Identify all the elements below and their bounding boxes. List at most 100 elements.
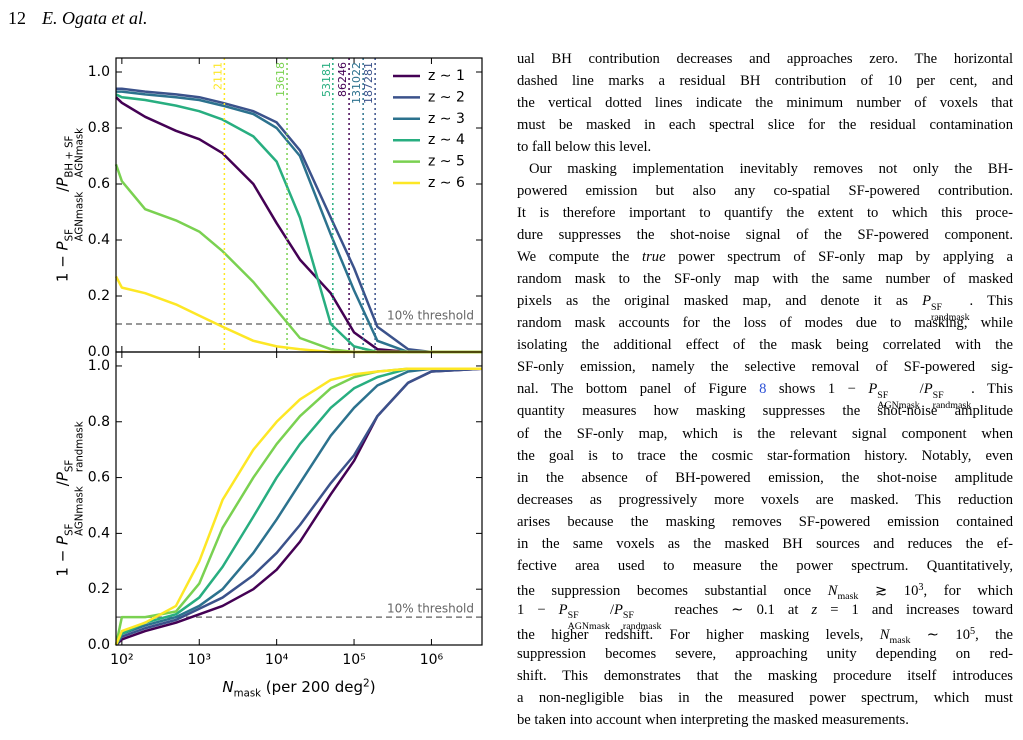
text-run: dashed line marks a residual BH contribu… — [517, 73, 1013, 90]
script-stack: SF AGNmask — [567, 610, 610, 632]
text-line: random mask accounts for the loss of mod… — [517, 313, 1013, 333]
mask-threshold-label: 187281 — [362, 62, 375, 104]
text-run: = 1 and increases toward — [817, 601, 1013, 618]
legend-label: z ∼ 4 — [428, 132, 465, 148]
x-tick-label: 10⁴ — [265, 652, 289, 668]
text-line: ual BH contribution decreases and approa… — [517, 49, 1013, 69]
y-tick-label: 0.4 — [88, 525, 110, 541]
running-head: E. Ogata et al. — [42, 8, 148, 28]
text-run: decreases as progressively more voxels a… — [517, 491, 1013, 508]
text-run: be taken into account when interpreting … — [517, 711, 909, 728]
script-stack: mask — [233, 688, 262, 701]
subscript: AGNmask — [567, 620, 610, 632]
y-tick-label: 0.4 — [88, 232, 110, 248]
text-line: shift. This demonstrates that the maskin… — [517, 666, 1013, 686]
x-tick-label: 10⁵ — [342, 652, 365, 668]
text-run: Our masking implementation inevitably re… — [529, 161, 1013, 178]
legend-label: z ∼ 3 — [428, 111, 465, 127]
series-line — [114, 367, 483, 646]
text-run: shows 1 − — [766, 381, 869, 398]
text-run: power spectrum of SF-only map by applyin… — [665, 249, 1013, 266]
text-run: reaches ∼ 0.1 at — [661, 601, 812, 618]
text-run: powered emission but also any co-spatial… — [517, 183, 1013, 200]
math-symbol: 5 — [970, 625, 976, 637]
text-run: fective area used to measure the power s… — [517, 557, 1013, 574]
math-symbol: P — [53, 535, 72, 545]
text-line: suppression becomes severe, approaching … — [517, 644, 1013, 664]
math-symbol: P — [868, 381, 878, 398]
script-stack: SF randmask — [623, 610, 662, 632]
text-run: the vertical dotted lines indicate the m… — [517, 95, 1013, 112]
text-run: suppression becomes severe, approaching … — [517, 645, 1013, 662]
text-run: ) — [369, 677, 376, 696]
series-line — [116, 90, 482, 354]
text-run: dure suppresses the shot-noise signal of… — [517, 227, 1013, 244]
text-run: . This — [971, 381, 1013, 398]
y-axis-title: 1 − P SF AGNmask/P BH + SF AGNmask — [54, 128, 87, 282]
text-run: shift. This demonstrates that the maskin… — [517, 667, 1013, 684]
script-stack: SF AGNmask — [64, 485, 86, 536]
page-number: 12 — [8, 8, 26, 28]
text-line: powered emission but also any co-spatial… — [517, 181, 1013, 201]
mask-threshold-label: 2111 — [211, 62, 224, 90]
subscript: mask — [837, 591, 859, 603]
x-tick-label: 10² — [110, 652, 133, 668]
text-line: fective area used to measure the power s… — [517, 556, 1013, 576]
y-tick-label: 1.0 — [88, 64, 110, 80]
math-symbol: true — [642, 249, 666, 266]
text-line: quantity measures how masking suppresses… — [517, 401, 1013, 421]
subscript: AGNmask — [74, 127, 86, 178]
text-line: Our masking implementation inevitably re… — [517, 159, 1013, 179]
subscript: AGNmask — [74, 191, 86, 242]
text-run: ≳ 10 — [858, 582, 919, 599]
script-stack: mask — [889, 635, 911, 647]
subscript: mask — [889, 635, 911, 647]
y-tick-label: 0.8 — [88, 414, 110, 430]
text-run: / — [609, 601, 614, 618]
text-line: a non-negligible bias in the measured po… — [517, 688, 1013, 708]
y-tick-label: 0.6 — [88, 176, 110, 192]
script-stack: SF AGNmask — [877, 389, 919, 412]
text-run: , the — [975, 626, 1013, 643]
text-run: . This — [969, 293, 1014, 310]
superscript: SF — [932, 389, 944, 401]
text-run: pixels as the original masked map, and d… — [517, 293, 923, 310]
math-symbol: N — [879, 626, 890, 643]
y-tick-label: 0.2 — [88, 288, 110, 304]
script-stack: SF randmask — [64, 421, 86, 472]
subscript: mask — [233, 688, 262, 700]
x-tick-label: 10³ — [188, 652, 211, 668]
math-symbol: P — [558, 601, 568, 618]
text-run: nal. The bottom panel of Figure — [517, 381, 760, 398]
math-symbol: 3 — [918, 581, 924, 593]
script-stack: SF randmask — [931, 302, 970, 324]
text-line: 1 − P SF AGNmask/P SF randmask reaches ∼ 0.1… — [517, 600, 1013, 632]
text-run: in the same voxels as the masked BH sour… — [517, 535, 1013, 552]
text-run: of the SF-only map, which is the relevan… — [517, 425, 1013, 442]
text-line: to fall below this level. — [517, 137, 1013, 157]
script-stack: mask — [837, 591, 859, 603]
text-run: in the absence of BH-powered emission, t… — [517, 469, 1013, 486]
math-symbol: z — [811, 601, 818, 618]
y-axis-title: 1 − P SF AGNmask/P SF randmask — [54, 421, 87, 576]
text-run: to fall below this level. — [517, 139, 652, 156]
superscript: SF — [877, 389, 889, 401]
subscript: AGNmask — [74, 485, 86, 536]
text-line: in the same voxels as the masked BH sour… — [517, 534, 1013, 554]
text-line: the suppression becomes substantial once… — [517, 578, 1013, 603]
text-run: must be masked in each spectral slice fo… — [517, 117, 1013, 134]
y-tick-label: 0.0 — [88, 344, 110, 360]
figure-link[interactable]: 8 — [759, 381, 767, 398]
math-symbol: 2 — [363, 677, 370, 690]
text-run: the higher redshift. For higher masking … — [517, 626, 880, 643]
text-line: the vertical dotted lines indicate the m… — [517, 93, 1013, 113]
text-run: random mask accounts for the loss of mod… — [517, 315, 1013, 332]
subscript: randmask — [932, 400, 972, 412]
series-line — [114, 367, 482, 646]
text-run: random mask to the SF-only map with the … — [517, 271, 1013, 288]
text-line: be taken into account when interpreting … — [517, 710, 1013, 730]
y-tick-label: 0.8 — [88, 120, 110, 136]
mask-threshold-label: 131022 — [350, 62, 363, 104]
superscript: SF — [567, 610, 579, 622]
